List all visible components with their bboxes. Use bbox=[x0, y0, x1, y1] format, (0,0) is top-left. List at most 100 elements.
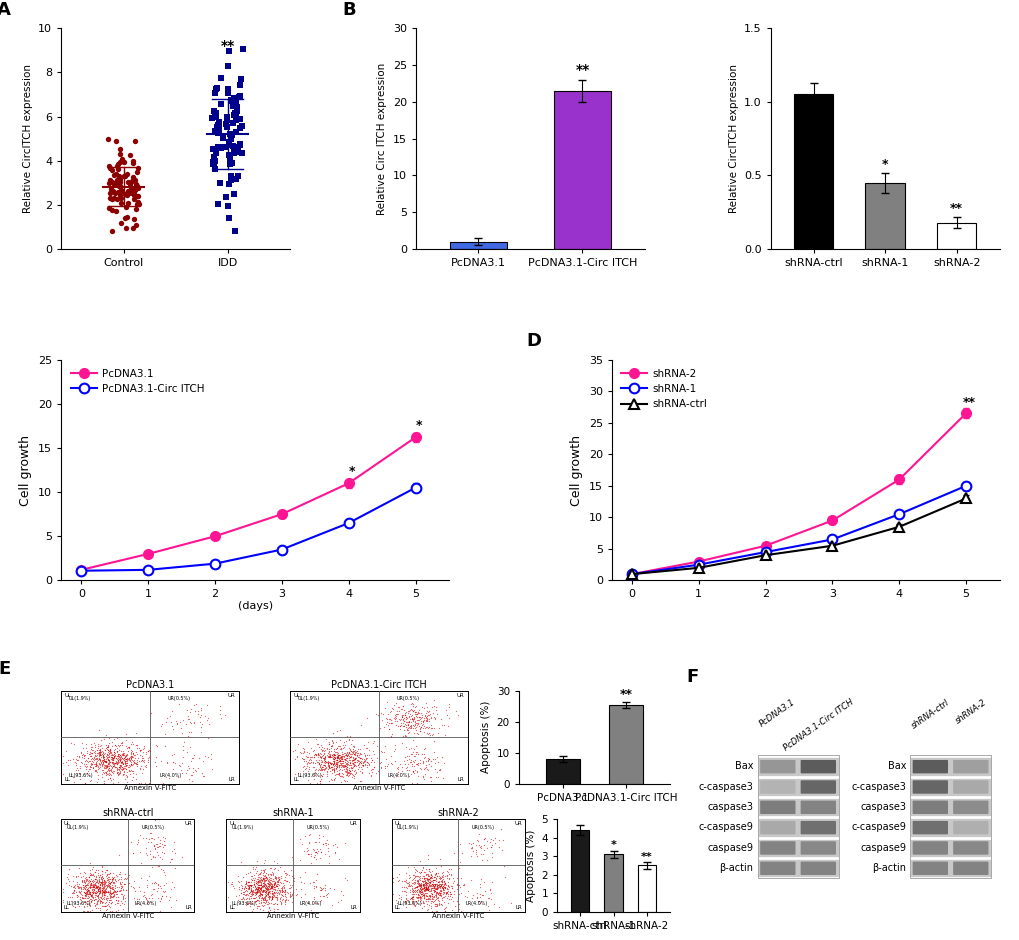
Point bbox=[252, 874, 268, 889]
shRNA-1 bbox=[759, 546, 771, 557]
Point bbox=[325, 759, 341, 774]
Point bbox=[342, 760, 359, 776]
Point bbox=[89, 874, 105, 889]
Point bbox=[406, 868, 422, 883]
Point bbox=[264, 888, 280, 903]
Point bbox=[424, 874, 440, 889]
Point bbox=[306, 771, 322, 786]
Point bbox=[197, 748, 213, 763]
Text: LR(4.0%): LR(4.0%) bbox=[387, 773, 410, 778]
Point bbox=[256, 888, 272, 903]
Point bbox=[328, 750, 344, 765]
Point bbox=[277, 886, 293, 901]
Point bbox=[265, 896, 281, 911]
Point bbox=[427, 867, 443, 882]
Point bbox=[87, 871, 103, 886]
Point bbox=[187, 763, 204, 778]
Point bbox=[379, 707, 395, 722]
Point bbox=[255, 874, 271, 889]
Point bbox=[95, 883, 111, 898]
Point bbox=[104, 163, 120, 178]
Point bbox=[399, 703, 416, 718]
Point bbox=[302, 826, 318, 841]
Point bbox=[404, 747, 420, 762]
Point bbox=[77, 873, 94, 888]
Point bbox=[116, 155, 132, 170]
Point bbox=[249, 884, 265, 899]
Point bbox=[312, 758, 328, 773]
Point bbox=[307, 746, 323, 761]
Point bbox=[79, 888, 96, 903]
Point bbox=[419, 720, 435, 735]
Point bbox=[332, 747, 348, 762]
Point bbox=[319, 766, 335, 781]
Point bbox=[155, 833, 171, 848]
Point bbox=[408, 744, 424, 760]
Point bbox=[341, 763, 358, 778]
Point bbox=[312, 894, 328, 909]
Text: UR(0.5%): UR(0.5%) bbox=[141, 824, 164, 830]
Point bbox=[494, 833, 511, 848]
Point bbox=[123, 878, 140, 893]
Point bbox=[113, 755, 129, 770]
Point bbox=[79, 883, 96, 898]
Point bbox=[308, 835, 324, 850]
Point bbox=[428, 881, 444, 896]
Point bbox=[180, 724, 197, 739]
Point bbox=[294, 763, 311, 778]
Point bbox=[344, 766, 361, 781]
Point bbox=[210, 126, 226, 141]
Point bbox=[109, 738, 125, 753]
Point bbox=[61, 874, 77, 889]
Point bbox=[105, 771, 121, 786]
Point bbox=[264, 892, 280, 907]
Point bbox=[430, 878, 446, 893]
Point bbox=[407, 713, 423, 728]
Point bbox=[121, 767, 138, 782]
Point bbox=[106, 755, 122, 770]
Point bbox=[427, 897, 443, 912]
Point bbox=[111, 898, 127, 913]
Point bbox=[94, 859, 110, 874]
Point bbox=[107, 755, 123, 770]
Point bbox=[316, 760, 332, 776]
Point bbox=[266, 873, 282, 888]
Point bbox=[110, 746, 126, 761]
Point bbox=[116, 764, 132, 779]
Point bbox=[329, 739, 345, 754]
Point bbox=[305, 756, 321, 771]
Point bbox=[309, 746, 325, 761]
Point bbox=[265, 880, 281, 895]
Point bbox=[243, 883, 259, 898]
Point bbox=[328, 749, 344, 764]
Point bbox=[320, 749, 336, 764]
Point bbox=[109, 749, 125, 764]
Point bbox=[420, 901, 436, 916]
Point bbox=[88, 756, 104, 771]
Point bbox=[414, 710, 430, 725]
Point bbox=[313, 772, 329, 787]
Point bbox=[442, 867, 459, 882]
Point bbox=[180, 712, 197, 727]
Point bbox=[250, 873, 266, 888]
Point bbox=[321, 749, 337, 764]
Point bbox=[153, 753, 169, 768]
Point bbox=[78, 899, 95, 914]
Point bbox=[103, 886, 119, 901]
Point bbox=[161, 709, 177, 724]
Point bbox=[143, 895, 159, 910]
Point bbox=[114, 735, 130, 750]
Point bbox=[194, 716, 210, 731]
Point bbox=[95, 750, 111, 765]
Point bbox=[104, 750, 120, 765]
Point bbox=[85, 889, 101, 904]
Point bbox=[410, 879, 426, 894]
Point bbox=[112, 737, 128, 752]
Point bbox=[91, 880, 107, 895]
Point bbox=[179, 712, 196, 727]
Point bbox=[92, 894, 108, 909]
Point bbox=[415, 877, 431, 892]
Point bbox=[432, 876, 448, 891]
Point bbox=[417, 876, 433, 891]
Point bbox=[259, 883, 275, 898]
